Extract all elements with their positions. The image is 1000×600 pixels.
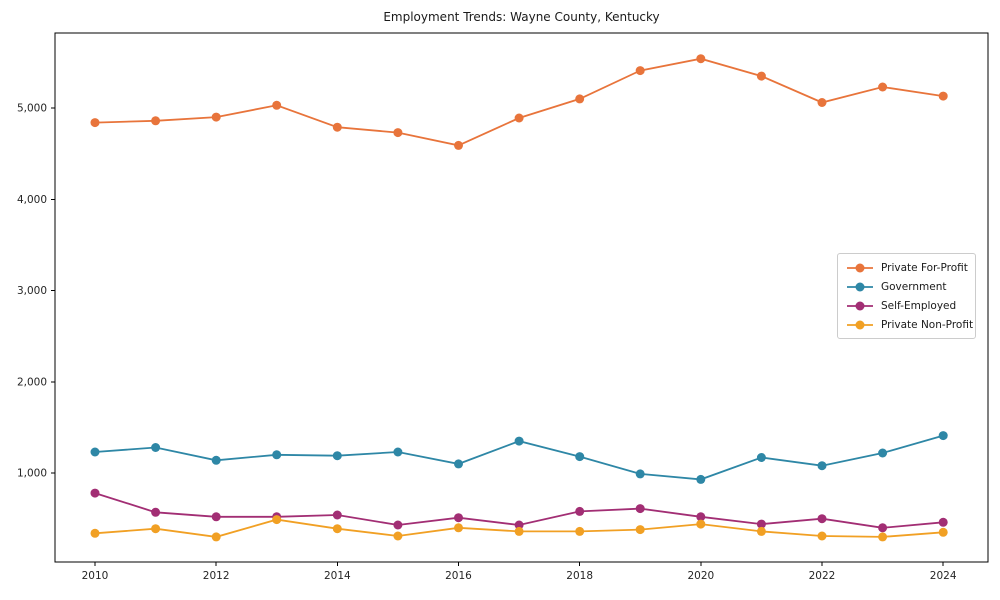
data-point [635,504,645,514]
data-point [756,519,766,529]
data-point [332,451,342,461]
chart-legend: Private For-Profit Government Self-Emplo… [837,253,976,339]
data-point [817,461,827,471]
data-point [878,523,888,533]
x-tick-label: 2014 [324,570,351,582]
data-point [575,452,585,462]
data-point [151,524,161,534]
data-point [211,112,221,122]
data-point [938,91,948,101]
legend-marker-self-employed [847,301,873,310]
data-point [151,507,161,517]
data-point [211,512,221,522]
series-line-0 [94,57,944,147]
legend-item-private-non-profit: Private Non-Profit [846,319,973,331]
data-point [211,532,221,542]
legend-item-self-employed: Self-Employed [846,300,967,312]
data-point [90,118,100,128]
data-point [938,527,948,537]
data-point [817,98,827,107]
data-point [817,514,827,524]
y-tick-label: 3,000 [17,285,47,297]
data-point [635,525,645,535]
data-point [454,140,463,150]
data-point [332,524,342,534]
data-point [575,94,585,104]
data-point [90,447,100,457]
y-tick-label: 2,000 [17,376,47,388]
data-point [696,474,706,484]
y-tick-label: 5,000 [17,103,47,115]
data-point [332,122,342,132]
data-point [151,116,161,126]
y-tick-label: 4,000 [17,194,47,206]
data-point [575,526,585,536]
y-tick-label: 1,000 [17,468,47,480]
data-point [393,447,403,457]
data-point [90,528,100,538]
data-point [514,520,524,530]
data-point [454,523,463,533]
data-point [575,506,585,516]
data-point [272,450,282,460]
x-tick-label: 2022 [809,570,836,582]
legend-label-private-non-profit: Private Non-Profit [881,318,974,331]
data-point [332,510,342,520]
data-point [272,515,282,525]
data-point [696,512,706,522]
data-point [393,520,403,530]
x-tick-label: 2016 [445,570,472,582]
legend-item-government: Government [846,281,967,293]
data-point [90,488,100,498]
data-point [817,531,827,541]
data-point [454,459,463,469]
data-point [696,54,706,64]
chart-title: Employment Trends: Wayne County, Kentuck… [383,10,660,24]
data-point [696,519,706,529]
legend-item-private-for-profit: Private For-Profit [846,261,968,274]
data-point [393,531,403,541]
x-tick-label: 2024 [930,570,957,582]
data-point [514,526,524,536]
legend-label-private-for-profit: Private For-Profit [881,261,968,274]
data-point [514,436,524,446]
data-point [756,453,766,462]
data-point [878,532,888,542]
data-point [151,443,161,452]
legend-marker-private-for-profit [847,263,873,272]
legend-marker-private-non-profit [847,320,873,329]
x-tick-label: 2012 [203,570,230,582]
data-point [454,513,463,523]
data-point [878,82,888,92]
x-tick-label: 2020 [687,570,714,582]
data-point [756,71,766,81]
data-point [514,113,524,123]
legend-label-government: Government [881,280,947,293]
data-point [635,66,645,76]
data-point [878,448,888,458]
data-point [938,517,948,527]
data-point [211,455,221,465]
data-point [635,469,645,479]
x-tick-label: 2018 [566,570,593,582]
data-point [393,128,403,138]
data-point [272,100,282,110]
x-tick-label: 2010 [82,570,109,582]
legend-marker-government [847,282,873,291]
legend-label-self-employed: Self-Employed [881,299,957,312]
data-point [938,431,948,441]
data-point [756,526,766,536]
